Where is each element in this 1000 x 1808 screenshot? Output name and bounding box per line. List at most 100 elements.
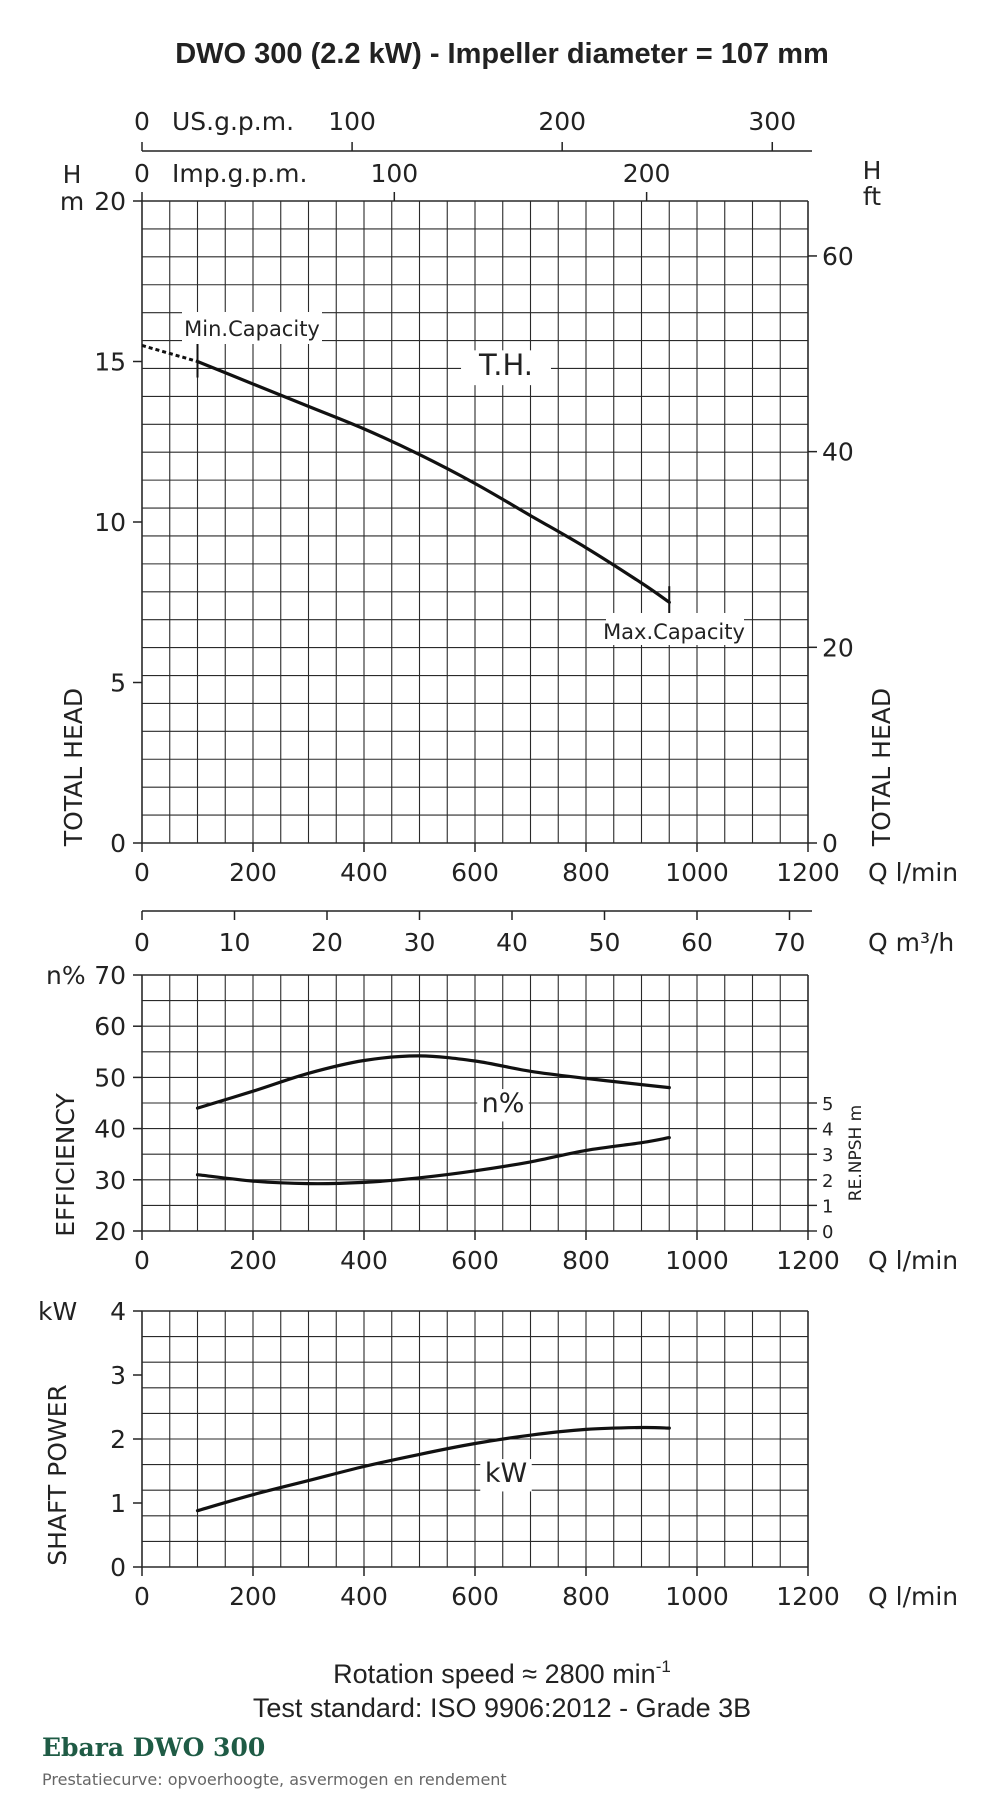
impgpm-axis-label: Imp.g.p.m. bbox=[172, 159, 307, 188]
head-right-tick-label: 40 bbox=[822, 438, 854, 467]
head-right-unit-symbol: H bbox=[863, 156, 882, 185]
eff-x-tick-label: 1000 bbox=[665, 1246, 729, 1275]
m3h-tick-label: 60 bbox=[681, 928, 713, 957]
eff-x-tick-label: 1200 bbox=[776, 1246, 840, 1275]
head-series-label-bg bbox=[461, 350, 551, 386]
power-x-tick-label: 200 bbox=[229, 1582, 277, 1611]
head-x-tick-label: 400 bbox=[340, 858, 388, 887]
rotation-speed-label: Rotation speed ≈ 2800 min bbox=[333, 1659, 656, 1689]
npsh-tick-label: 0 bbox=[822, 1222, 833, 1243]
power-x-tick-label: 1200 bbox=[776, 1582, 840, 1611]
power-x-axis-label: Q l/min bbox=[868, 1582, 958, 1611]
eff-y-tick-label: 50 bbox=[94, 1063, 126, 1092]
head-x-tick-label: 1200 bbox=[776, 858, 840, 887]
power-series-label-bg bbox=[480, 1459, 532, 1492]
head-right-tick-label: 60 bbox=[822, 242, 854, 271]
eff-x-tick-label: 400 bbox=[340, 1246, 388, 1275]
head-y-tick-label: 15 bbox=[94, 348, 126, 377]
head-curve bbox=[195, 359, 671, 604]
head-right-tick-label: 0 bbox=[822, 829, 838, 858]
head-right-tick-label: 20 bbox=[822, 633, 854, 662]
m3h-tick-label: 10 bbox=[219, 928, 251, 957]
test-standard-text: Test standard: ISO 9906:2012 - Grade 3B bbox=[253, 1693, 751, 1723]
eff-x-tick-label: 0 bbox=[134, 1246, 150, 1275]
head-y-tick-label: 20 bbox=[94, 187, 126, 216]
head-x-tick-label: 1000 bbox=[665, 858, 729, 887]
power-y-axis-label: SHAFT POWER bbox=[43, 1384, 72, 1566]
npsh-tick-label: 4 bbox=[822, 1120, 833, 1141]
max-capacity-label: Max.Capacity bbox=[603, 620, 745, 644]
head-x-tick-label: 0 bbox=[134, 858, 150, 887]
impgpm-tick-label: 0 bbox=[134, 159, 150, 188]
eff-x-tick-label: 800 bbox=[562, 1246, 610, 1275]
eff-y-tick-label: 40 bbox=[94, 1115, 126, 1144]
m3h-tick-label: 30 bbox=[404, 928, 436, 957]
eff-y-tick-label: 30 bbox=[94, 1166, 126, 1195]
m3h-tick-label: 40 bbox=[496, 928, 528, 957]
m3h-tick-label: 20 bbox=[311, 928, 343, 957]
m3h-tick-label: 0 bbox=[134, 928, 150, 957]
eff-series-label-bg bbox=[477, 1089, 529, 1122]
head-x-tick-label: 600 bbox=[451, 858, 499, 887]
eff-y-axis-label: EFFICIENCY bbox=[51, 1093, 80, 1237]
power-x-tick-label: 800 bbox=[562, 1582, 610, 1611]
max-capacity-label-bg bbox=[606, 613, 744, 645]
eff-y-tick-label: 70 bbox=[94, 961, 126, 990]
head-x-axis-label: Q l/min bbox=[868, 858, 958, 887]
head-right-axis-label: TOTAL HEAD bbox=[867, 688, 896, 847]
head-x-tick-label: 200 bbox=[229, 858, 277, 887]
head-y-tick-label: 10 bbox=[94, 508, 126, 537]
eff-y-unit: n% bbox=[46, 961, 86, 990]
shaft-power-curve bbox=[195, 1425, 671, 1513]
head-curve-extrapolation bbox=[141, 344, 198, 363]
head-y-unit: m bbox=[60, 187, 84, 216]
eff-y-tick-label: 60 bbox=[94, 1012, 126, 1041]
m3h-tick-label: 70 bbox=[774, 928, 806, 957]
eff-x-axis-label: Q l/min bbox=[868, 1246, 958, 1275]
rotation-speed-text: Rotation speed ≈ 2800 min-1 bbox=[333, 1657, 671, 1689]
power-x-tick-label: 600 bbox=[451, 1582, 499, 1611]
min-capacity-label: Min.Capacity bbox=[184, 317, 320, 341]
head-x-tick-label: 800 bbox=[562, 858, 610, 887]
chart-title: DWO 300 (2.2 kW) - Impeller diameter = 1… bbox=[175, 38, 829, 70]
head-y-unit-symbol: H bbox=[63, 160, 82, 189]
power-x-tick-label: 1000 bbox=[665, 1582, 729, 1611]
eff-x-tick-label: 600 bbox=[451, 1246, 499, 1275]
eff-x-tick-label: 200 bbox=[229, 1246, 277, 1275]
rotation-speed-superscript: -1 bbox=[656, 1657, 671, 1676]
m3h-axis-label: Q m³/h bbox=[868, 928, 954, 957]
power-y-tick-label: 0 bbox=[110, 1553, 126, 1582]
brand-subtitle: Prestatiecurve: opvoerhoogte, asvermogen… bbox=[42, 1770, 507, 1789]
npsh-axis-label: RE.NPSH m bbox=[846, 1105, 866, 1201]
power-y-unit: kW bbox=[38, 1297, 77, 1326]
npsh-tick-label: 1 bbox=[822, 1196, 833, 1217]
npsh-tick-label: 3 bbox=[822, 1145, 833, 1166]
npsh-tick-label: 2 bbox=[822, 1171, 833, 1192]
power-y-tick-label: 2 bbox=[110, 1425, 126, 1454]
m3h-tick-label: 50 bbox=[589, 928, 621, 957]
power-x-tick-label: 400 bbox=[340, 1582, 388, 1611]
usgpm-tick-label: 200 bbox=[538, 107, 586, 136]
impgpm-tick-label: 100 bbox=[370, 159, 418, 188]
head-y-tick-label: 0 bbox=[110, 829, 126, 858]
power-y-tick-label: 3 bbox=[110, 1361, 126, 1390]
min-capacity-label-bg bbox=[182, 312, 322, 344]
usgpm-tick-label: 300 bbox=[748, 107, 796, 136]
npsh-curve bbox=[195, 1136, 671, 1186]
head-y-axis-label: TOTAL HEAD bbox=[59, 688, 88, 847]
usgpm-tick-label: 100 bbox=[328, 107, 376, 136]
npsh-tick-label: 5 bbox=[822, 1094, 833, 1115]
brand-name: Ebara DWO 300 bbox=[42, 1733, 266, 1762]
head-right-unit: ft bbox=[863, 182, 881, 211]
power-y-tick-label: 1 bbox=[110, 1489, 126, 1518]
eff-series-label: n% bbox=[482, 1088, 525, 1119]
head-series-label: T.H. bbox=[478, 348, 533, 382]
power-y-tick-label: 4 bbox=[110, 1297, 126, 1326]
impgpm-tick-label: 200 bbox=[623, 159, 671, 188]
usgpm-axis-label: US.g.p.m. bbox=[172, 107, 294, 136]
efficiency-curve bbox=[195, 1054, 671, 1110]
power-x-tick-label: 0 bbox=[134, 1582, 150, 1611]
eff-y-tick-label: 20 bbox=[94, 1217, 126, 1246]
